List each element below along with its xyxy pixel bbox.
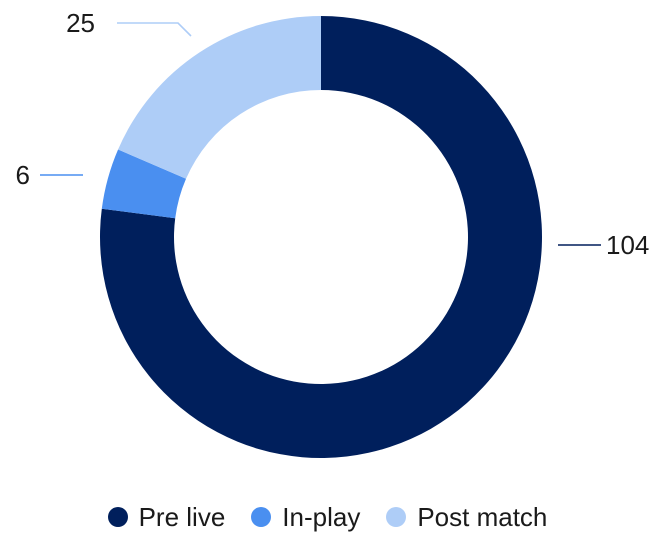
slice-post-match[interactable] <box>118 16 321 179</box>
legend-swatch-pre-live <box>107 507 128 527</box>
donut-chart: 104 6 25 <box>16 8 650 458</box>
data-labels: 104 6 25 <box>16 8 650 260</box>
legend-swatch-in-play <box>251 507 272 527</box>
legend-item-post-match[interactable]: Post match <box>386 502 547 533</box>
legend-label-post-match: Post match <box>417 501 548 532</box>
data-label-post-match: 25 <box>66 8 95 38</box>
slice-in-play[interactable] <box>101 149 187 219</box>
slice-pre-live[interactable] <box>99 16 542 458</box>
donut-slices <box>99 16 542 458</box>
legend-label-in-play: In-play <box>282 501 361 532</box>
data-label-in-play: 6 <box>16 160 30 190</box>
leader-lines <box>40 22 601 246</box>
legend: Pre live In-play Post match <box>0 497 655 537</box>
legend-item-pre-live[interactable]: Pre live <box>107 501 226 533</box>
legend-swatch-post-match <box>386 507 407 527</box>
leader-line-post-match <box>117 22 192 37</box>
legend-label-pre-live: Pre live <box>138 501 226 532</box>
data-label-pre-live: 104 <box>606 230 649 260</box>
legend-item-in-play[interactable]: In-play <box>251 502 360 533</box>
